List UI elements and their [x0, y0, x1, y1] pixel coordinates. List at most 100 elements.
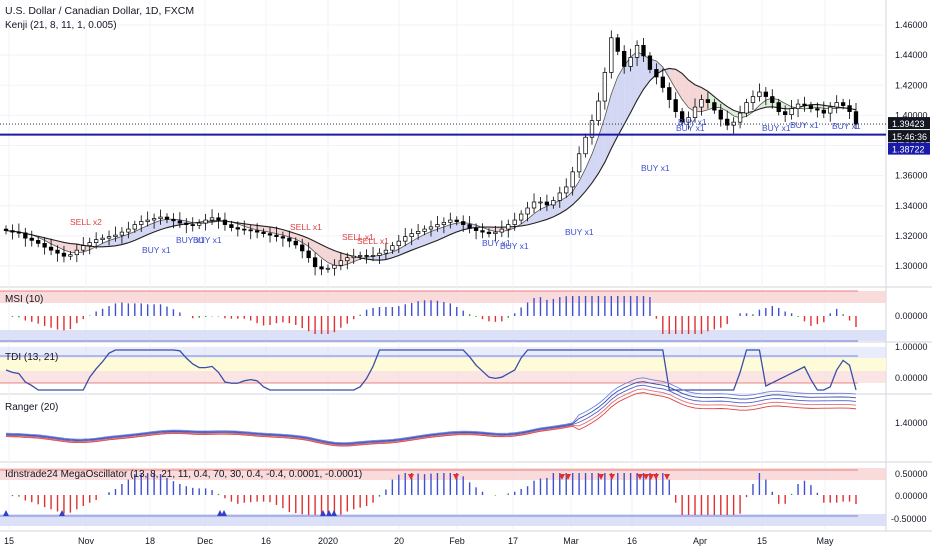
candle-body[interactable] [126, 228, 131, 233]
candle-body[interactable] [280, 236, 286, 239]
candle-body[interactable] [351, 255, 356, 259]
candle-body[interactable] [100, 237, 105, 240]
candle-body[interactable] [506, 224, 511, 230]
candle-body[interactable] [177, 220, 183, 224]
candle-body[interactable] [634, 44, 640, 58]
candle-body[interactable] [435, 224, 440, 228]
candle-body[interactable] [216, 217, 221, 221]
candle-body[interactable] [68, 254, 73, 257]
candle-body[interactable] [48, 246, 54, 251]
candle-body[interactable] [480, 230, 485, 233]
candle-body[interactable] [132, 224, 137, 230]
candle-body[interactable] [609, 37, 614, 73]
candle-body[interactable] [467, 224, 472, 229]
candle-body[interactable] [242, 228, 247, 231]
candle-body[interactable] [473, 227, 479, 231]
candle-body[interactable] [139, 221, 144, 225]
candle-body[interactable] [847, 105, 852, 112]
candle-body[interactable] [209, 217, 215, 221]
candle-body[interactable] [840, 102, 846, 106]
candle-body[interactable] [164, 216, 170, 220]
candle-body[interactable] [628, 57, 633, 67]
candle-body[interactable] [55, 249, 60, 254]
candle-body[interactable] [673, 99, 678, 112]
candle-body[interactable] [306, 250, 311, 259]
candle-body[interactable] [370, 255, 376, 257]
ranger-pane[interactable] [5, 377, 857, 447]
candle-body[interactable] [3, 228, 9, 231]
candle-body[interactable] [576, 153, 582, 173]
candle-body[interactable] [499, 228, 504, 233]
candle-body[interactable] [358, 255, 363, 257]
candle-body[interactable] [647, 55, 653, 70]
candle-body[interactable] [544, 201, 550, 206]
candle-body[interactable] [197, 222, 202, 226]
candle-body[interactable] [744, 102, 749, 114]
candle-body[interactable] [377, 252, 382, 256]
mega-oscillator-pane[interactable] [3, 473, 857, 516]
candle-body[interactable] [531, 201, 537, 209]
candle-body[interactable] [737, 112, 743, 123]
candle-body[interactable] [274, 234, 279, 237]
candle-body[interactable] [364, 255, 369, 257]
candle-body[interactable] [74, 249, 79, 256]
price-axis[interactable]: 1.460001.440001.420001.400001.380001.360… [888, 20, 930, 271]
msi-pane[interactable] [6, 296, 857, 334]
candle-body[interactable] [731, 121, 736, 126]
candle-body[interactable] [705, 99, 711, 103]
candle-body[interactable] [16, 231, 22, 234]
candle-body[interactable] [770, 96, 775, 103]
candle-body[interactable] [557, 192, 562, 201]
candle-body[interactable] [428, 226, 434, 230]
candle-body[interactable] [712, 102, 717, 111]
candle-body[interactable] [602, 72, 608, 102]
candle-body[interactable] [345, 257, 350, 262]
candle-body[interactable] [332, 264, 337, 269]
candle-body[interactable] [171, 218, 176, 222]
line-price-badge[interactable] [888, 142, 930, 155]
candle-body[interactable] [699, 99, 704, 108]
candle-body[interactable] [113, 234, 118, 237]
candle-body[interactable] [757, 91, 762, 97]
candle-body[interactable] [94, 239, 99, 244]
candle-body[interactable] [589, 120, 595, 138]
candle-body[interactable] [763, 91, 768, 97]
candle-body[interactable] [667, 87, 672, 100]
candle-body[interactable] [235, 227, 240, 230]
candle-body[interactable] [564, 186, 569, 194]
candle-body[interactable] [184, 222, 189, 225]
candle-body[interactable] [10, 230, 15, 233]
candle-body[interactable] [390, 245, 395, 251]
candle-body[interactable] [222, 219, 228, 225]
candle-body[interactable] [203, 219, 208, 224]
candle-body[interactable] [300, 244, 305, 252]
candle-body[interactable] [538, 201, 543, 204]
candle-body[interactable] [383, 249, 389, 254]
candle-body[interactable] [815, 108, 820, 111]
candle-body[interactable] [267, 233, 273, 236]
candle-body[interactable] [776, 102, 781, 112]
candle-body[interactable] [725, 118, 730, 126]
candle-body[interactable] [151, 218, 157, 221]
candle-body[interactable] [622, 51, 627, 67]
candle-body[interactable] [42, 243, 47, 248]
candle-body[interactable] [834, 102, 839, 108]
candle-body[interactable] [338, 260, 343, 266]
current-price-badge[interactable] [888, 117, 930, 130]
candle-body[interactable] [190, 224, 195, 226]
candle-body[interactable] [448, 219, 453, 223]
candle-body[interactable] [828, 106, 833, 114]
candle-body[interactable] [821, 109, 826, 114]
candle-body[interactable] [36, 240, 41, 244]
candle-body[interactable] [783, 111, 788, 115]
candle-body[interactable] [158, 216, 163, 219]
candle-body[interactable] [254, 230, 260, 233]
candle-body[interactable] [679, 111, 685, 123]
candle-body[interactable] [319, 266, 324, 270]
candle-body[interactable] [512, 219, 517, 225]
candle-body[interactable] [654, 69, 659, 78]
candle-body[interactable] [409, 233, 414, 237]
candle-body[interactable] [312, 257, 318, 268]
